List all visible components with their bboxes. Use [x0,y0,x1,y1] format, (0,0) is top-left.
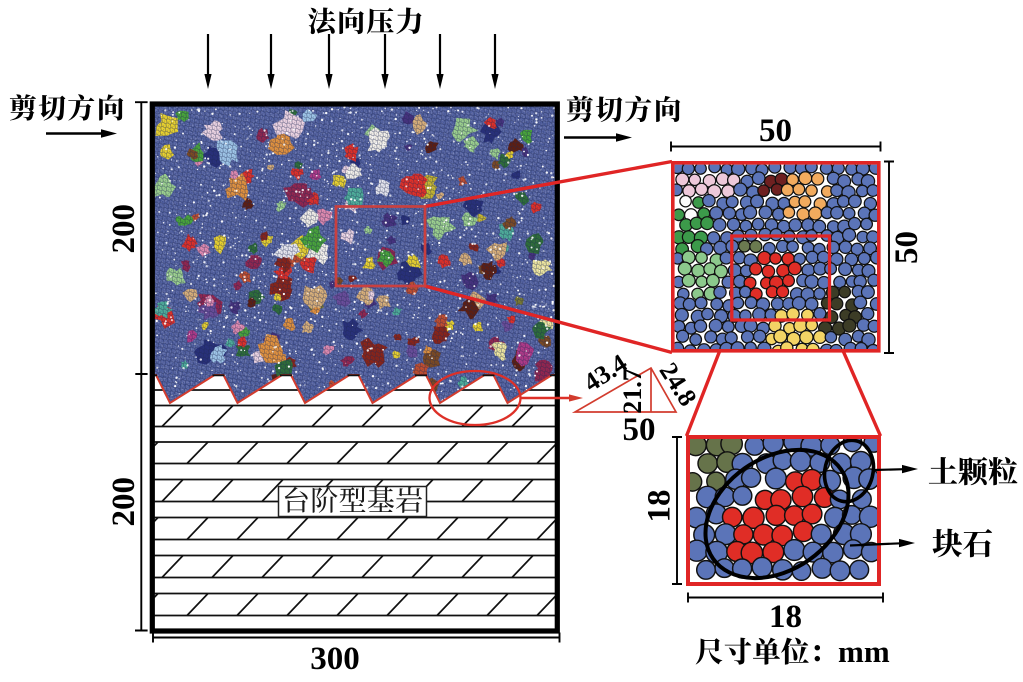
svg-text:50: 50 [623,412,656,448]
svg-text:18: 18 [769,599,802,635]
svg-text:50: 50 [759,113,792,149]
svg-text:300: 300 [310,641,360,677]
svg-text:50: 50 [889,231,925,264]
svg-text:21.7: 21.7 [618,368,647,414]
svg-text:18: 18 [642,490,678,523]
svg-text:mm: mm [838,634,890,669]
svg-text:200: 200 [106,477,142,527]
svg-text:200: 200 [106,204,142,254]
